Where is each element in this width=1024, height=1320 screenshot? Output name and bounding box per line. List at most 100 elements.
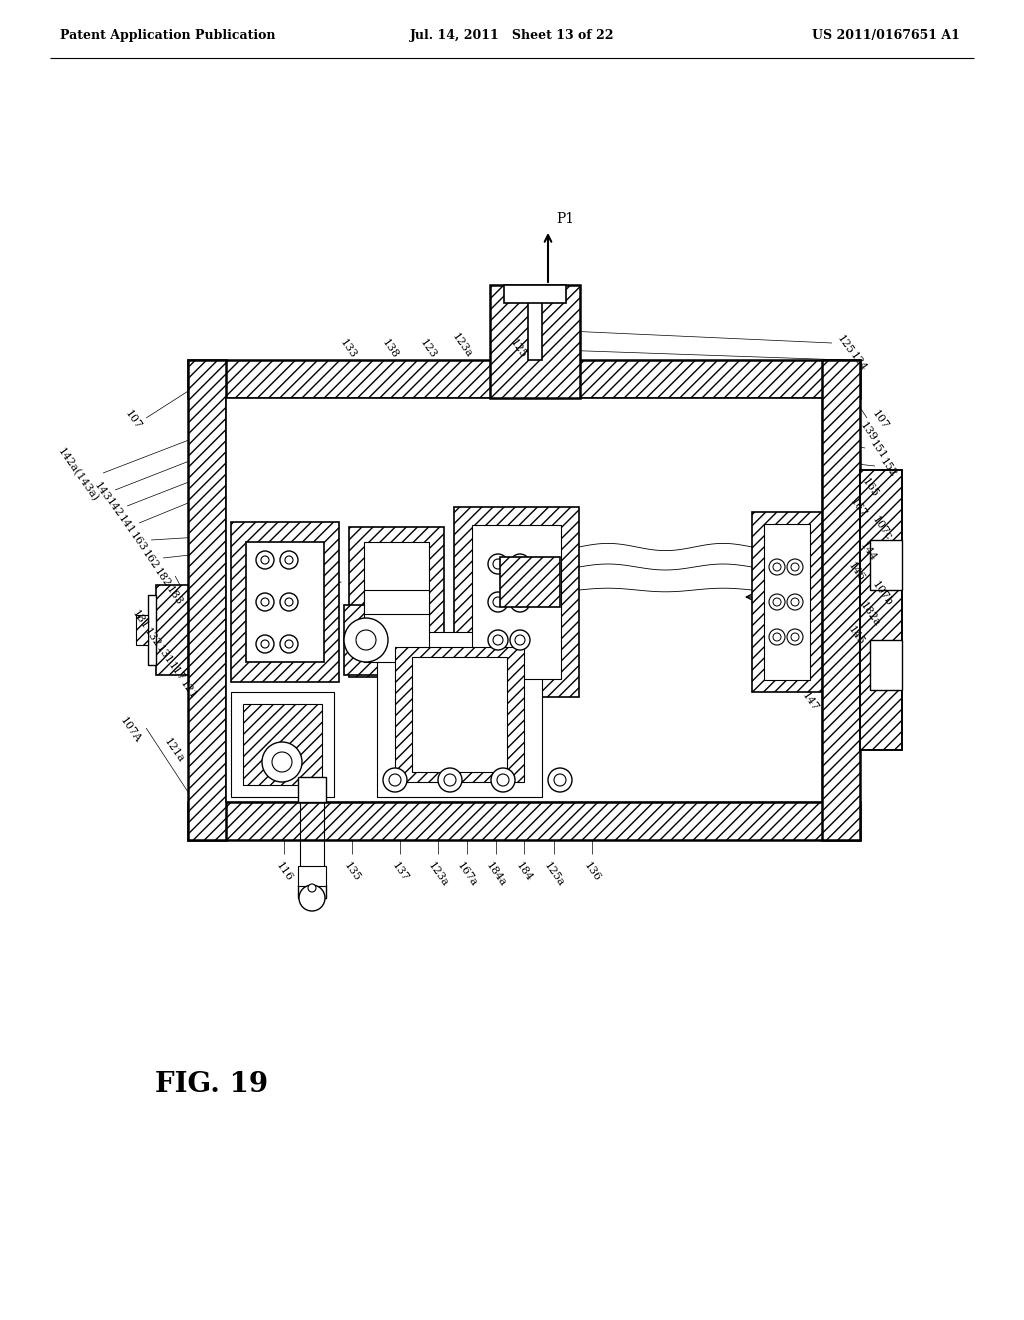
Text: 121: 121	[178, 678, 198, 701]
Bar	[298, 884, 326, 898]
Text: 107A: 107A	[119, 715, 143, 744]
Circle shape	[488, 591, 508, 612]
Text: US 2011/0167651 A1: US 2011/0167651 A1	[812, 29, 961, 41]
Circle shape	[493, 597, 503, 607]
Circle shape	[787, 558, 803, 576]
Bar	[500, 557, 560, 607]
Text: 183: 183	[164, 585, 184, 607]
Text: 184: 184	[514, 861, 535, 883]
Circle shape	[285, 640, 293, 648]
Bar	[490, 285, 580, 399]
Text: 123a: 123a	[451, 331, 474, 360]
Bar	[231, 692, 334, 797]
Circle shape	[773, 598, 781, 606]
Text: 184a: 184a	[484, 861, 508, 888]
Text: 137: 137	[390, 861, 410, 883]
Text: P1: P1	[556, 213, 574, 226]
Bar	[764, 524, 810, 680]
Text: 107: 107	[870, 409, 890, 432]
Circle shape	[554, 774, 566, 785]
Text: 138: 138	[380, 337, 400, 360]
Bar	[188, 360, 226, 840]
Circle shape	[488, 554, 508, 574]
Circle shape	[548, 768, 572, 792]
Circle shape	[280, 635, 298, 653]
Bar	[504, 285, 566, 304]
Circle shape	[510, 630, 530, 649]
Circle shape	[262, 742, 302, 781]
Bar	[349, 527, 444, 677]
Circle shape	[488, 630, 508, 649]
Circle shape	[769, 558, 785, 576]
Circle shape	[493, 635, 503, 645]
Bar	[870, 640, 902, 690]
Bar	[364, 543, 429, 663]
Text: 121a: 121a	[162, 737, 186, 764]
Bar	[454, 507, 579, 697]
Text: 181: 181	[130, 609, 150, 631]
Text: 107c: 107c	[870, 513, 894, 543]
Bar	[148, 595, 156, 665]
Bar	[298, 866, 326, 886]
Circle shape	[493, 558, 503, 569]
Text: 163: 163	[128, 531, 148, 553]
Bar	[860, 470, 902, 750]
Circle shape	[356, 630, 376, 649]
Circle shape	[256, 635, 274, 653]
Circle shape	[510, 554, 530, 574]
Bar	[344, 605, 389, 675]
Text: 167a: 167a	[455, 861, 479, 888]
Text: 147: 147	[800, 690, 820, 713]
Text: 143: 143	[92, 480, 112, 503]
Circle shape	[791, 564, 799, 572]
Bar	[188, 360, 860, 399]
Bar	[246, 543, 324, 663]
Text: 107b: 107b	[870, 579, 894, 609]
Bar	[364, 590, 429, 614]
Text: 139: 139	[858, 421, 879, 444]
Text: 107: 107	[123, 409, 143, 432]
Circle shape	[773, 564, 781, 572]
Circle shape	[773, 634, 781, 642]
Text: FIG. 19: FIG. 19	[155, 1072, 268, 1098]
Text: 167: 167	[848, 496, 868, 519]
Text: 162: 162	[139, 549, 160, 572]
Text: 133: 133	[338, 337, 358, 360]
Text: 151: 151	[868, 438, 888, 462]
Text: 144: 144	[858, 541, 879, 564]
Circle shape	[490, 768, 515, 792]
Circle shape	[285, 556, 293, 564]
Circle shape	[515, 635, 525, 645]
Circle shape	[285, 598, 293, 606]
Bar	[188, 803, 860, 840]
Text: Patent Application Publication: Patent Application Publication	[60, 29, 275, 41]
Bar	[395, 647, 524, 781]
Text: 142a(143a): 142a(143a)	[55, 446, 100, 504]
Circle shape	[280, 593, 298, 611]
Text: 132: 132	[141, 627, 162, 649]
Circle shape	[791, 598, 799, 606]
Bar	[231, 521, 339, 682]
Circle shape	[272, 752, 292, 772]
Bar	[472, 525, 561, 678]
Bar	[156, 585, 188, 675]
Circle shape	[299, 884, 325, 911]
Text: 125: 125	[835, 334, 855, 356]
Circle shape	[261, 556, 269, 564]
Circle shape	[510, 591, 530, 612]
Bar	[870, 540, 902, 590]
Text: 134: 134	[848, 351, 868, 374]
Circle shape	[256, 550, 274, 569]
Bar	[377, 632, 542, 797]
Circle shape	[389, 774, 401, 785]
Text: 145: 145	[846, 624, 866, 647]
Text: 116: 116	[273, 861, 294, 883]
Circle shape	[515, 597, 525, 607]
Bar	[860, 470, 902, 750]
Text: 125: 125	[508, 337, 528, 360]
Bar	[243, 704, 322, 785]
Text: 135: 135	[342, 861, 362, 883]
Bar	[136, 615, 148, 645]
Text: 123a: 123a	[426, 861, 450, 888]
Circle shape	[787, 630, 803, 645]
